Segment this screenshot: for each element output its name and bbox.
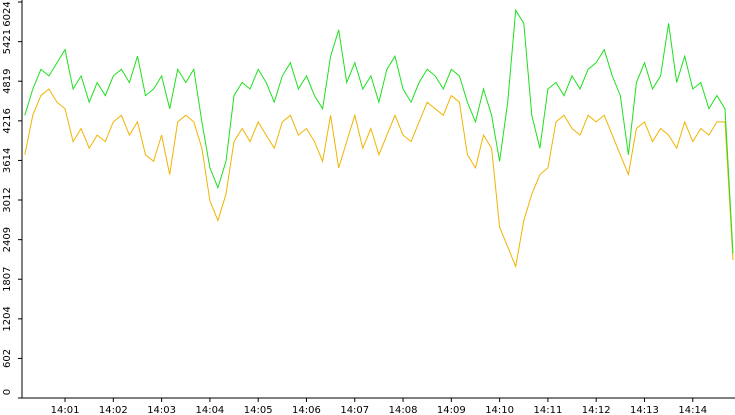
y-tick-label: 0 <box>2 389 13 395</box>
y-tick-label: 1807 <box>2 266 13 291</box>
series-line <box>24 8 734 254</box>
x-tick-label: 14:12 <box>582 405 611 415</box>
x-tick-label: 14:03 <box>147 405 176 415</box>
x-tick-label: 14:07 <box>340 405 369 415</box>
y-tick-label: 6024 <box>2 1 13 26</box>
y-tick-label: 5421 <box>2 29 13 54</box>
y-tick-label: 602 <box>2 349 13 368</box>
y-tick-label: 1204 <box>2 306 13 331</box>
x-tick-label: 14:10 <box>485 405 514 415</box>
x-tick-label: 14:09 <box>437 405 466 415</box>
x-tick-label: 14:01 <box>51 405 80 415</box>
x-tick-label: 14:06 <box>292 405 321 415</box>
x-tick-label: 14:05 <box>244 405 273 415</box>
x-tick-label: 14:13 <box>630 405 659 415</box>
y-tick-label: 2409 <box>2 227 13 252</box>
series-line <box>24 88 734 269</box>
x-tick-label: 14:14 <box>678 405 707 415</box>
y-tick-label: 4216 <box>2 108 13 133</box>
x-tick-label: 14:11 <box>533 405 562 415</box>
y-tick-label: 3614 <box>2 148 13 173</box>
x-tick-label: 14:08 <box>389 405 418 415</box>
y-tick-label: 4819 <box>2 68 13 93</box>
x-tick-label: 14:04 <box>195 405 224 415</box>
x-tick-label: 14:02 <box>99 405 128 415</box>
y-tick-label: 3012 <box>2 187 13 212</box>
